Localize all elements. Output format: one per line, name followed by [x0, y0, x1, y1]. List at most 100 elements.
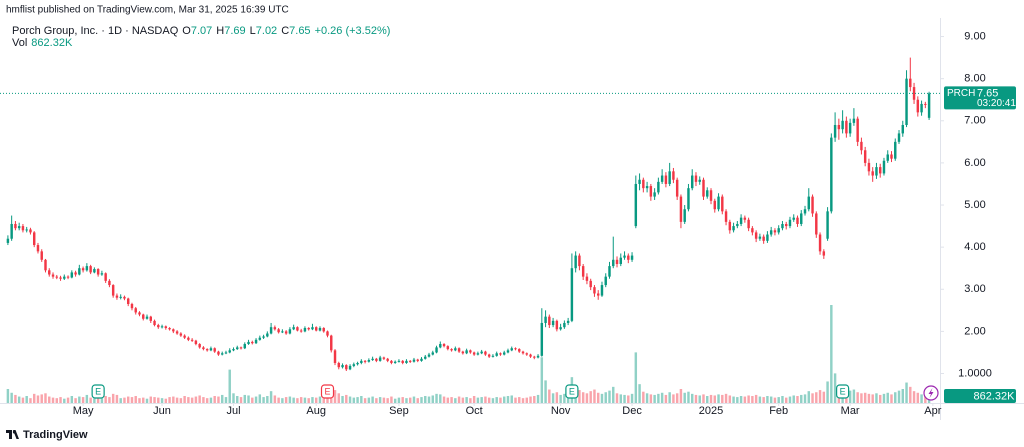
candle-body — [442, 344, 446, 347]
candle-body — [901, 124, 904, 134]
candle-body — [405, 360, 408, 363]
volume-bar — [687, 391, 690, 403]
candle-body — [247, 341, 250, 345]
candle-body — [548, 316, 551, 326]
candle-body — [187, 337, 190, 340]
event-label: E — [95, 386, 101, 396]
volume-bar — [74, 398, 77, 403]
candle-body — [205, 349, 209, 351]
candle-body — [288, 329, 292, 334]
candle-body — [439, 344, 442, 348]
candle-body — [807, 196, 810, 210]
candle-body — [202, 347, 205, 350]
volume-bar — [886, 392, 889, 403]
candle-body — [183, 335, 186, 338]
volume-bar — [811, 393, 814, 403]
candle-body — [905, 78, 908, 125]
candle-body — [773, 230, 777, 233]
volume-bar — [777, 397, 780, 403]
candle-body — [408, 360, 412, 362]
volume-bar — [288, 396, 292, 403]
volume-bar — [736, 397, 739, 403]
volume-bar — [852, 389, 856, 403]
volume-bar — [36, 395, 40, 403]
volume-bar — [916, 392, 920, 403]
candle-body — [262, 336, 265, 338]
volume-bar — [612, 386, 615, 403]
volume-bar — [299, 397, 303, 403]
volume-bar — [412, 396, 416, 403]
price-tag-countdown: 03:20:41 — [977, 98, 1016, 109]
candle-body — [314, 327, 318, 331]
volume-bar — [751, 396, 754, 403]
candle-body — [544, 316, 547, 323]
volume-bar — [85, 394, 89, 403]
volume-bar — [672, 394, 675, 403]
candle-body — [254, 339, 258, 344]
candle-body — [638, 179, 641, 184]
candle-body — [251, 341, 254, 344]
alert-bolt — [928, 388, 934, 398]
volume-bar — [533, 396, 536, 403]
volume-bar — [518, 397, 521, 403]
candle-body — [322, 328, 325, 332]
candle-body — [502, 352, 506, 355]
volume-bar — [341, 396, 344, 403]
candle-body — [469, 350, 472, 353]
volume-bar — [890, 394, 893, 403]
candle-body — [284, 331, 288, 334]
volume-bar — [228, 369, 231, 403]
candle-body — [149, 316, 152, 321]
candle-body — [126, 298, 130, 305]
volume-bar — [548, 389, 551, 403]
volume-bar — [160, 398, 164, 403]
candle-body — [653, 192, 656, 197]
volume-bar — [604, 392, 607, 403]
candle-body — [337, 362, 340, 368]
volume-bar — [461, 397, 465, 403]
ohlc-value: 7.65 — [289, 25, 310, 37]
y-tick-label: 5.00 — [964, 199, 985, 211]
candle-body — [96, 269, 100, 275]
candle-body — [160, 326, 164, 328]
candle-body — [608, 266, 611, 277]
volume-bar — [897, 390, 901, 403]
volume-bar — [469, 398, 472, 403]
volume-bar — [284, 397, 288, 403]
volume-bar — [491, 398, 495, 403]
event-label: E — [840, 386, 846, 396]
volume-bar — [803, 394, 807, 403]
candle-body — [743, 217, 747, 220]
candle-body — [612, 259, 615, 267]
volume-bar — [55, 398, 58, 403]
volume-bar — [168, 397, 171, 403]
x-tick-label: Apr — [924, 405, 941, 417]
candle-body — [32, 232, 36, 246]
candle-body — [484, 351, 487, 355]
candle-body — [916, 99, 920, 113]
volume-bar — [709, 394, 713, 403]
candle-body — [78, 268, 81, 275]
volume-bar — [514, 397, 517, 403]
candle-body — [837, 124, 841, 130]
volume-bar — [78, 396, 81, 403]
candle-body — [393, 361, 397, 363]
candle-body — [645, 186, 649, 189]
candle-body — [623, 255, 626, 258]
alert-icon — [923, 385, 939, 401]
candle-body — [367, 360, 371, 362]
volume-bar — [10, 392, 13, 403]
volume-bar — [706, 396, 709, 403]
volume-bar — [51, 397, 55, 403]
candle-body — [81, 268, 85, 271]
y-tick-label: 4.00 — [964, 241, 985, 253]
y-tick-label: 6.00 — [964, 157, 985, 169]
volume-bar — [386, 398, 389, 403]
event-label: E — [324, 386, 330, 396]
ohlc-value: 7.02 — [256, 25, 277, 37]
volume-bar — [111, 393, 115, 403]
volume-layer — [6, 305, 931, 403]
candle-body — [882, 160, 886, 174]
volume-bar — [175, 397, 179, 403]
volume-bar — [108, 397, 111, 403]
